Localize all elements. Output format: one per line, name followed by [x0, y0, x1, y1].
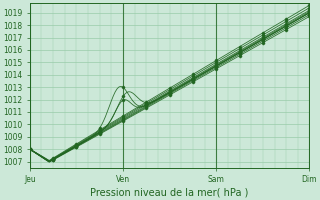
X-axis label: Pression niveau de la mer( hPa ): Pression niveau de la mer( hPa ): [91, 187, 249, 197]
